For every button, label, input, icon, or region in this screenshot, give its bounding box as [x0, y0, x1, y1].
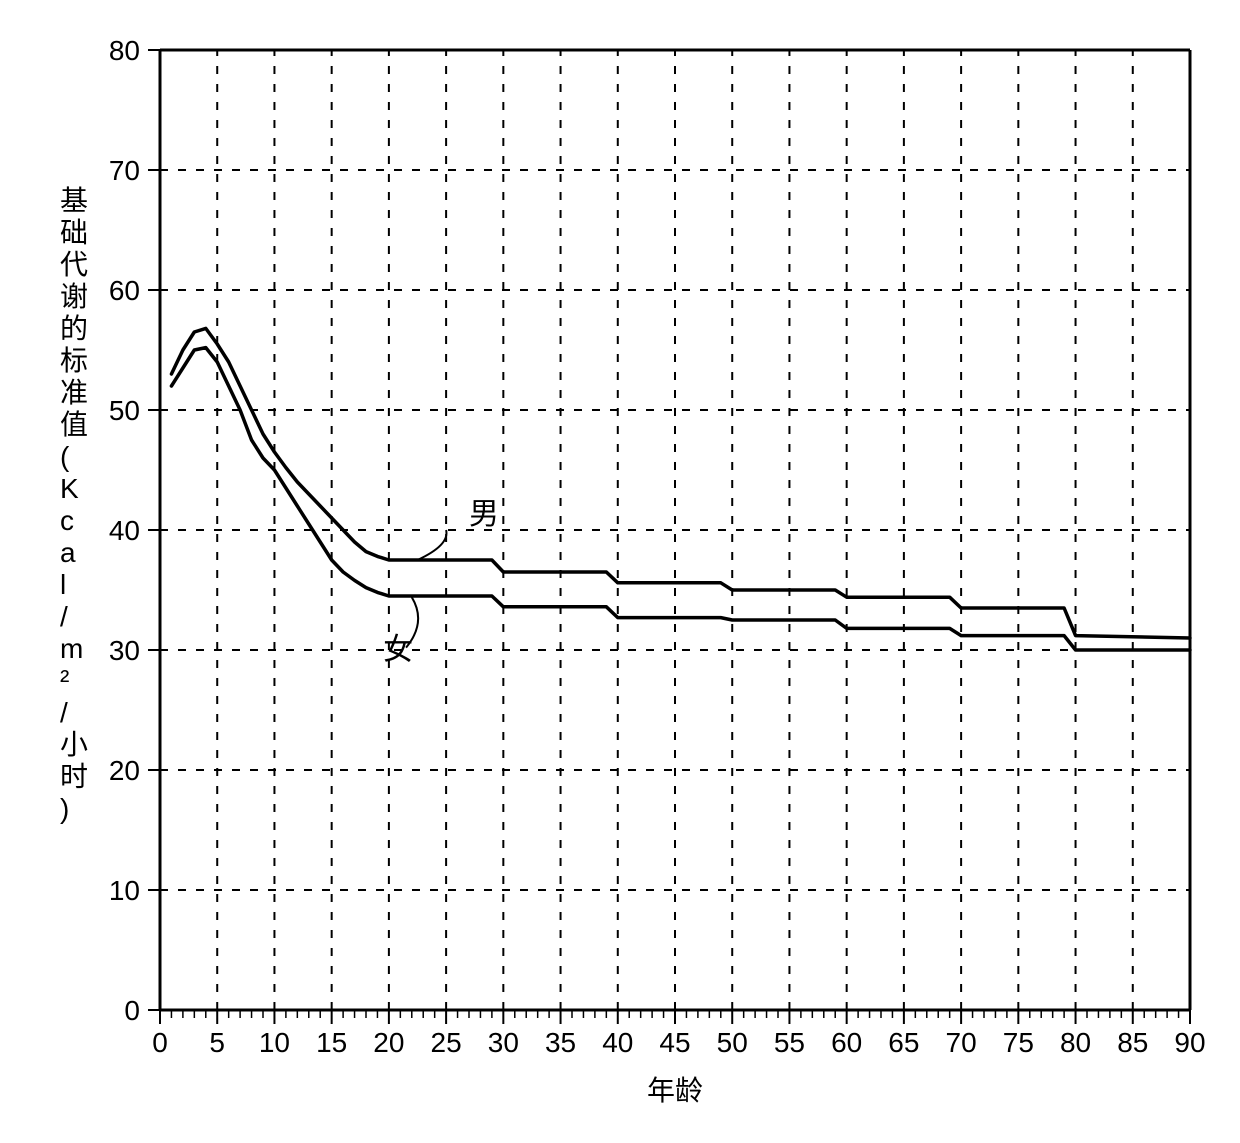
y-tick-label: 70	[109, 155, 140, 186]
x-tick-label: 75	[1003, 1027, 1034, 1058]
x-tick-label: 0	[152, 1027, 168, 1058]
y-tick-label: 80	[109, 35, 140, 66]
y-tick-label: 30	[109, 635, 140, 666]
x-tick-label: 65	[888, 1027, 919, 1058]
series-label-女: 女	[383, 634, 413, 667]
bmr-chart: 0 5 10 15 20 25 30 35 40 45 50 55 60 65 70 75 80 85 90 0 10 2…	[20, 20, 1220, 1120]
x-tick-label: 60	[831, 1027, 862, 1058]
x-tick-label: 85	[1117, 1027, 1148, 1058]
x-tick-label: 15	[316, 1027, 347, 1058]
y-tick-label: 40	[109, 515, 140, 546]
series-label-男: 男	[469, 498, 499, 531]
x-tick-label: 80	[1060, 1027, 1091, 1058]
x-tick-label: 40	[602, 1027, 633, 1058]
x-tick-label: 10	[259, 1027, 290, 1058]
x-tick-label: 30	[488, 1027, 519, 1058]
y-tick-label: 10	[109, 875, 140, 906]
x-tick-label: 90	[1174, 1027, 1205, 1058]
y-tick-label: 60	[109, 275, 140, 306]
x-tick-label: 70	[946, 1027, 977, 1058]
x-tick-label: 55	[774, 1027, 805, 1058]
chart-container: 0 5 10 15 20 25 30 35 40 45 50 55 60 65 70 75 80 85 90 0 10 2…	[20, 20, 1220, 1120]
x-tick-label: 35	[545, 1027, 576, 1058]
x-tick-label: 25	[431, 1027, 462, 1058]
y-tick-label: 20	[109, 755, 140, 786]
y-tick-label: 50	[109, 395, 140, 426]
y-tick-label: 0	[124, 995, 140, 1026]
x-axis-label: 年龄	[647, 1075, 703, 1106]
x-tick-label: 20	[373, 1027, 404, 1058]
x-tick-label: 5	[209, 1027, 225, 1058]
x-tick-label: 45	[659, 1027, 690, 1058]
x-tick-label: 50	[717, 1027, 748, 1058]
